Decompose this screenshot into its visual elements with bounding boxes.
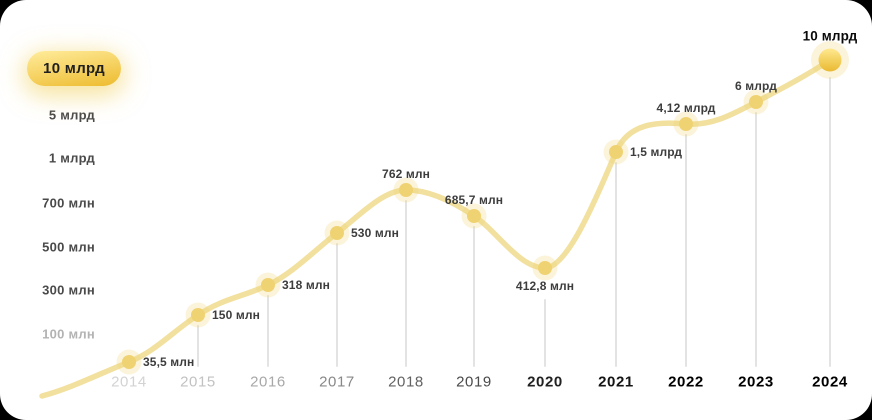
y-tick-100-млн: 100 млн bbox=[42, 326, 95, 342]
value-label-2020: 412,8 млн bbox=[515, 279, 575, 293]
value-label-2021: 1,5 млрд bbox=[630, 145, 683, 159]
data-point-2016 bbox=[261, 278, 275, 292]
gridlines-group bbox=[197, 77, 831, 367]
data-point-2019 bbox=[467, 209, 481, 223]
year-label-2017: 2017 bbox=[319, 373, 355, 391]
data-point-2022 bbox=[679, 117, 693, 131]
year-label-2020: 2020 bbox=[527, 373, 563, 391]
year-label-2022: 2022 bbox=[668, 373, 704, 391]
y-tick-500-млн: 500 млн bbox=[42, 239, 95, 255]
data-point-2021 bbox=[609, 145, 623, 159]
y-tick-300-млн: 300 млн bbox=[42, 282, 95, 298]
data-point-2018 bbox=[399, 183, 413, 197]
year-label-2021: 2021 bbox=[598, 373, 634, 391]
value-label-2022: 4,12 млрд bbox=[656, 101, 716, 115]
y-axis-top-badge: 10 млрд bbox=[27, 51, 121, 86]
y-tick-1-млрд: 1 млрд bbox=[48, 150, 95, 166]
value-label-2024: 10 млрд bbox=[802, 28, 858, 44]
value-label-2016: 318 млн bbox=[282, 278, 330, 292]
value-label-2014: 35,5 млн bbox=[143, 355, 195, 369]
y-tick-5-млрд: 5 млрд bbox=[48, 107, 95, 123]
year-label-2023: 2023 bbox=[738, 373, 774, 391]
data-point-2020 bbox=[538, 261, 552, 275]
data-point-2015 bbox=[191, 308, 205, 322]
year-label-2014: 2014 bbox=[111, 373, 147, 391]
data-point-2014 bbox=[122, 355, 136, 369]
year-label-2024: 2024 bbox=[812, 373, 848, 391]
value-label-2019: 685,7 млн bbox=[444, 193, 504, 207]
year-label-2018: 2018 bbox=[388, 373, 424, 391]
year-label-2019: 2019 bbox=[456, 373, 492, 391]
value-label-2018: 762 млн bbox=[382, 167, 430, 181]
data-point-2024 bbox=[818, 48, 842, 72]
year-label-2016: 2016 bbox=[250, 373, 286, 391]
y-tick-700-млн: 700 млн bbox=[42, 195, 95, 211]
value-label-2017: 530 млн bbox=[351, 226, 399, 240]
value-label-2015: 150 млн bbox=[212, 308, 260, 322]
data-point-2017 bbox=[330, 226, 344, 240]
badge-label: 10 млрд bbox=[43, 60, 105, 77]
data-point-2023 bbox=[749, 95, 763, 109]
value-label-2023: 6 млрд bbox=[735, 79, 777, 93]
year-label-2015: 2015 bbox=[180, 373, 216, 391]
dots-group bbox=[116, 41, 849, 375]
